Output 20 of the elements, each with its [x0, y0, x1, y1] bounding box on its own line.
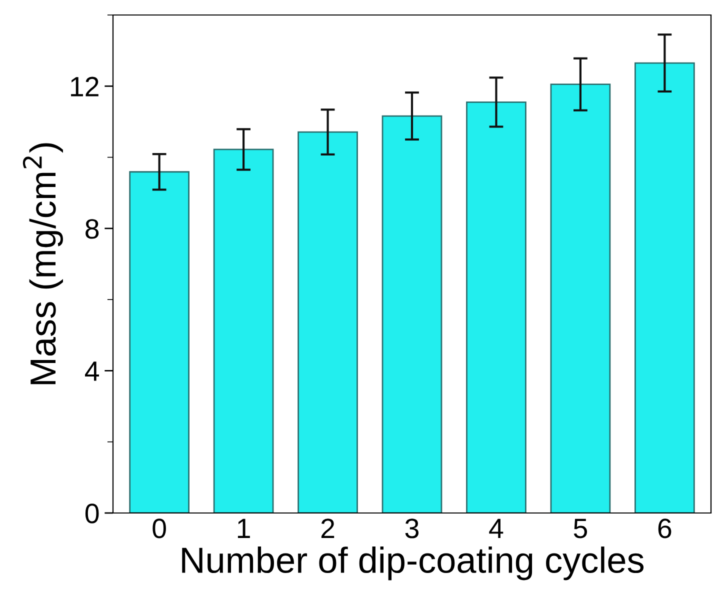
x-tick-label: 6 — [658, 518, 672, 538]
bar — [129, 171, 190, 513]
y-tick-label: 4 — [84, 362, 99, 381]
bar — [550, 84, 611, 513]
x-axis-title: Number of dip-coating cycles — [182, 546, 644, 580]
x-tick-label: 4 — [489, 518, 504, 538]
bar — [466, 101, 526, 513]
x-tick-label: 1 — [238, 518, 250, 538]
x-tick-label: 5 — [574, 518, 588, 538]
x-tick-label: 3 — [405, 518, 419, 538]
y-tick-label: 8 — [86, 219, 99, 239]
x-tick-label: 0 — [152, 518, 166, 538]
bar — [213, 148, 274, 513]
y-tick-label: 12 — [71, 76, 98, 96]
x-tick-label: 2 — [321, 518, 334, 538]
y-tick-label: 0 — [85, 504, 99, 524]
bar — [634, 62, 695, 513]
y-axis-title: Mass (mg/cm$^{2}$) — [22, 143, 63, 384]
bar — [382, 115, 442, 513]
bar — [298, 131, 358, 513]
